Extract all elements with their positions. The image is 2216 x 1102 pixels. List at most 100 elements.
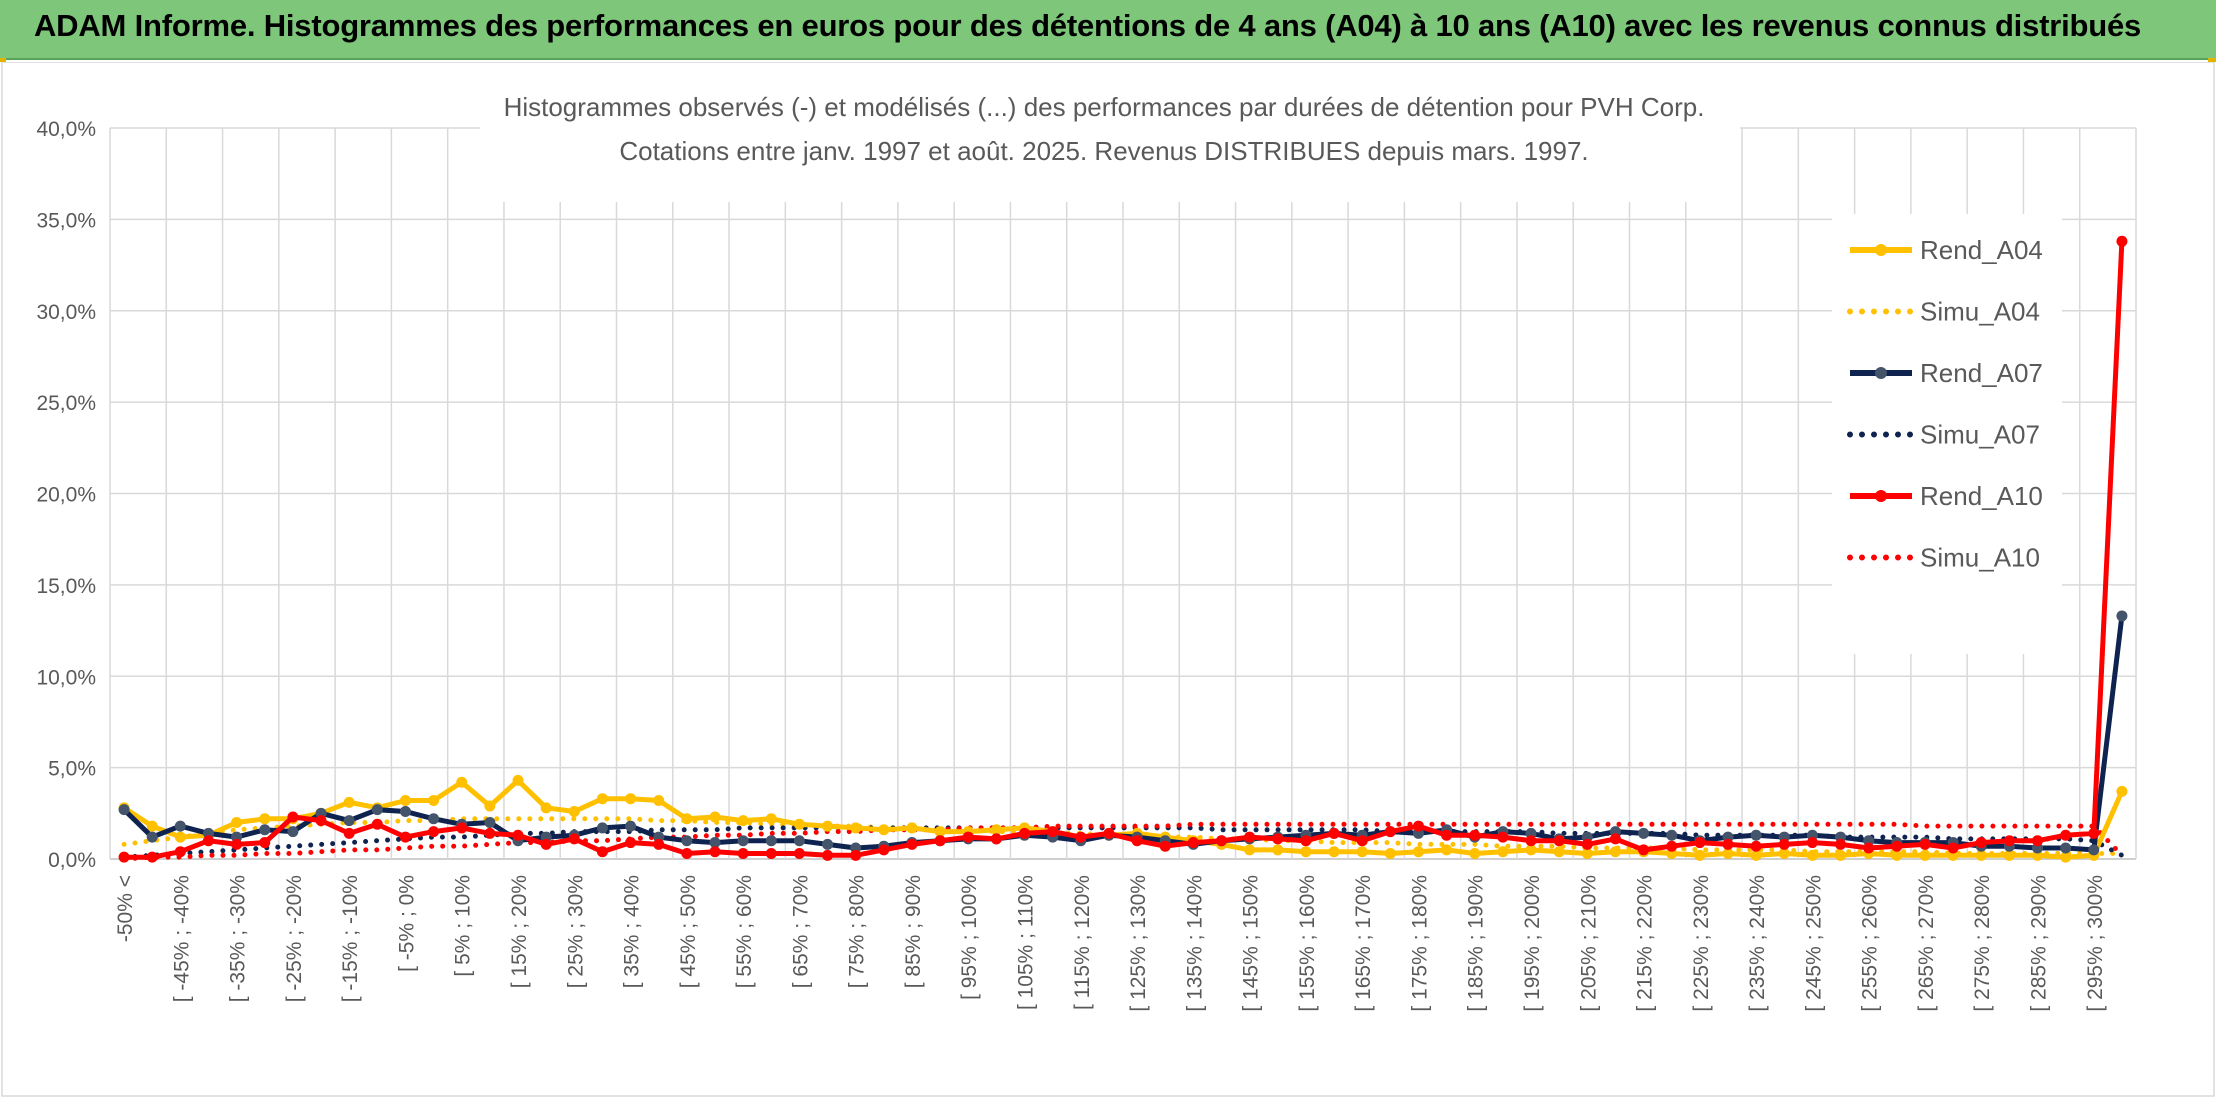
data-point-rend-a10 (1441, 829, 1453, 841)
series-layer (118, 235, 2128, 863)
data-point-rend-a10 (343, 827, 355, 839)
data-point-rend-a10 (793, 848, 805, 860)
data-point-rend-a10 (1328, 827, 1340, 839)
data-point-rend-a04 (1835, 849, 1847, 861)
data-point-rend-a04 (1891, 849, 1903, 861)
data-point-rend-a07 (822, 838, 834, 850)
data-point-rend-a10 (1525, 835, 1537, 847)
data-point-rend-a10 (1300, 835, 1312, 847)
data-point-rend-a04 (428, 795, 440, 807)
data-point-rend-a04 (1750, 849, 1762, 861)
x-tick-label: [ 265% ; 270% (1915, 875, 1938, 1012)
data-point-rend-a10 (2088, 827, 2100, 839)
x-tick-label: [ 65% ; 70% (789, 875, 812, 988)
x-tick-label: [ 95% ; 100% (958, 875, 981, 1000)
x-tick-label: [ 195% ; 200% (1521, 875, 1544, 1012)
data-point-rend-a10 (934, 835, 946, 847)
x-tick-label: [ 5% ; 10% (452, 875, 475, 977)
data-point-rend-a04 (681, 813, 693, 825)
series-line-simu-a10 (121, 821, 2125, 862)
data-point-rend-a10 (625, 837, 637, 849)
data-point-rend-a07 (287, 826, 299, 838)
x-axis: -50% < [ -45% ; -40% [ -35% ; -30% [ -25% ;… (114, 875, 2107, 1012)
data-point-rend-a10 (1835, 838, 1847, 850)
x-tick-label: -50% < (114, 875, 137, 942)
y-tick-label: 35,0% (36, 209, 96, 232)
legend-label: Simu_A10 (1920, 543, 2040, 573)
x-tick-label: [ 135% ; 140% (1183, 875, 1206, 1012)
data-point-rend-a07 (428, 813, 440, 825)
data-point-rend-a10 (1497, 831, 1509, 843)
x-tick-label: [ 175% ; 180% (1408, 875, 1431, 1012)
histogram-chart: 0,0% 5,0% 10,0% 15,0% 20,0% 25,0% 30,0% 35,0% 40… (1, 62, 2215, 1097)
x-tick-label: [ 125% ; 130% (1127, 875, 1150, 1012)
data-point-rend-a04 (596, 793, 608, 805)
data-point-rend-a04 (1441, 844, 1453, 856)
data-point-rend-a10 (540, 838, 552, 850)
data-point-rend-a04 (568, 805, 580, 817)
data-point-rend-a04 (1300, 846, 1312, 858)
data-point-rend-a04 (1272, 844, 1284, 856)
data-point-rend-a10 (512, 829, 524, 841)
x-tick-label: [ 85% ; 90% (902, 875, 925, 988)
data-point-rend-a10 (906, 838, 918, 850)
data-point-rend-a10 (1384, 826, 1396, 838)
x-tick-label: [ 35% ; 40% (621, 875, 644, 988)
data-point-rend-a07 (793, 835, 805, 847)
data-point-rend-a10 (709, 846, 721, 858)
x-tick-label: [ 295% ; 300% (2084, 875, 2107, 1012)
data-point-rend-a04 (1581, 848, 1593, 860)
x-tick-label: [ 155% ; 160% (1296, 875, 1319, 1012)
y-tick-label: 20,0% (36, 484, 96, 507)
x-tick-label: [ 225% ; 230% (1690, 875, 1713, 1012)
data-point-rend-a10 (1187, 837, 1199, 849)
x-tick-label: [ 105% ; 110% (1015, 875, 1038, 1010)
data-point-rend-a04 (343, 796, 355, 808)
data-point-rend-a07 (118, 804, 130, 816)
x-tick-label: [ -35% ; -30% (227, 875, 250, 1002)
legend-label: Simu_A07 (1920, 420, 2040, 450)
data-point-rend-a04 (1244, 844, 1256, 856)
data-point-rend-a10 (990, 833, 1002, 845)
data-point-rend-a10 (765, 848, 777, 860)
data-point-rend-a10 (1581, 838, 1593, 850)
data-point-rend-a04 (2060, 851, 2072, 863)
data-point-rend-a10 (1609, 833, 1621, 845)
data-point-rend-a04 (737, 815, 749, 827)
data-point-rend-a10 (850, 849, 862, 861)
title-background (480, 84, 1740, 202)
data-point-rend-a10 (1215, 835, 1227, 847)
data-point-rend-a04 (1328, 846, 1340, 858)
data-point-rend-a07 (343, 815, 355, 827)
data-point-rend-a07 (399, 805, 411, 817)
y-axis: 0,0% 5,0% 10,0% 15,0% 20,0% 25,0% 30,0% 35,0% 40… (36, 118, 96, 872)
data-point-rend-a07 (596, 822, 608, 834)
data-point-rend-a04 (1412, 846, 1424, 858)
data-point-rend-a10 (2060, 829, 2072, 841)
legend-label: Rend_A04 (1920, 235, 2043, 265)
x-tick-label: [ 185% ; 190% (1465, 875, 1488, 1012)
data-point-rend-a07 (2116, 610, 2128, 622)
data-point-rend-a10 (878, 844, 890, 856)
chart-subtitle: Cotations entre janv. 1997 et août. 2025… (619, 136, 1588, 166)
legend-label: Rend_A10 (1920, 481, 2043, 511)
legend-marker (1875, 490, 1887, 502)
data-point-rend-a10 (1919, 838, 1931, 850)
y-tick-label: 0,0% (48, 849, 96, 872)
x-tick-label: [ 165% ; 170% (1352, 875, 1375, 1012)
data-point-rend-a10 (428, 826, 440, 838)
data-point-rend-a10 (1778, 838, 1790, 850)
y-tick-label: 25,0% (36, 392, 96, 415)
data-point-rend-a04 (146, 820, 158, 832)
legend-marker (1875, 244, 1887, 256)
chart-grid (109, 127, 2137, 860)
data-point-rend-a04 (2116, 785, 2128, 797)
data-point-rend-a10 (174, 846, 186, 858)
x-tick-label: [ 75% ; 80% (846, 875, 869, 988)
x-tick-label: [ 285% ; 290% (2028, 875, 2051, 1012)
data-point-rend-a04 (259, 813, 271, 825)
data-point-rend-a07 (259, 824, 271, 836)
data-point-rend-a04 (822, 820, 834, 832)
y-tick-label: 5,0% (48, 758, 96, 781)
data-point-rend-a10 (596, 846, 608, 858)
